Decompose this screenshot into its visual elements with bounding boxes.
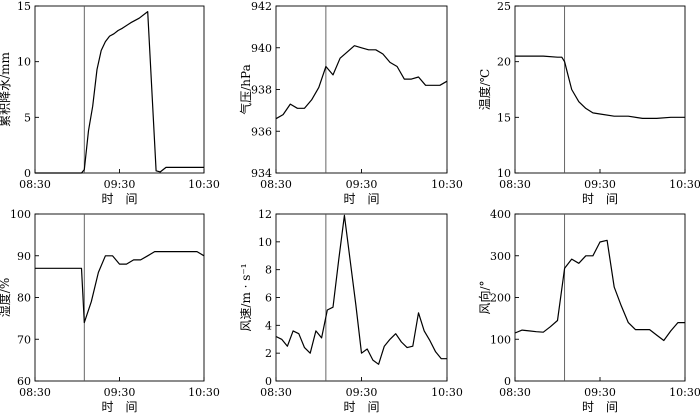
x-tick-label: 10:30 xyxy=(431,178,463,191)
y-tick-label: 100 xyxy=(10,208,31,221)
x-tick-label: 09:30 xyxy=(104,386,136,399)
chart-panel-3: 10 15 20 25 08:30 09:30 10:30 时 间 温度/℃ xyxy=(477,0,700,206)
series-line xyxy=(35,11,204,174)
y-tick-label: 100 xyxy=(490,333,511,346)
chart-panel-1: 0 5 10 15 08:30 09:30 10:30 时 间 累积降水/mm xyxy=(0,0,220,206)
plot-frame xyxy=(34,213,205,382)
y-axis-label: 风速/m · s⁻¹ xyxy=(239,263,253,331)
x-axis-label: 时 间 xyxy=(343,400,379,413)
y-axis-label: 温度/℃ xyxy=(477,69,492,110)
x-axis-label: 时 间 xyxy=(582,192,618,206)
y-tick-label: 90 xyxy=(17,250,31,263)
y-tick-label: 2 xyxy=(265,347,272,360)
y-axis-label: 风向/° xyxy=(477,280,492,314)
x-tick-label: 08:30 xyxy=(260,386,292,399)
x-tick-label: 08:30 xyxy=(19,386,51,399)
x-tick-label: 10:30 xyxy=(188,178,220,191)
y-tick-label: 300 xyxy=(490,250,511,263)
plot-frame xyxy=(514,213,686,382)
x-tick-label: 09:30 xyxy=(104,178,136,191)
y-tick-label: 938 xyxy=(251,84,272,97)
plot-frame xyxy=(514,5,686,174)
y-tick-label: 10 xyxy=(497,167,511,180)
series-line xyxy=(35,251,205,324)
x-tick-label: 09:30 xyxy=(584,178,616,191)
y-tick-label: 10 xyxy=(17,56,31,69)
y-tick-label: 934 xyxy=(251,167,272,180)
y-tick-label: 0 xyxy=(24,167,31,180)
plot-frame xyxy=(275,5,448,174)
y-tick-label: 4 xyxy=(265,319,272,332)
x-tick-label: 08:30 xyxy=(260,178,292,191)
y-tick-label: 0 xyxy=(265,375,272,388)
y-tick-label: 5 xyxy=(24,111,31,124)
y-tick-label: 12 xyxy=(258,208,272,221)
y-tick-label: 20 xyxy=(497,56,511,69)
x-tick-label: 08:30 xyxy=(19,178,51,191)
x-axis-label: 时 间 xyxy=(582,400,618,413)
x-axis-label: 时 间 xyxy=(101,192,137,206)
x-axis-label: 时 间 xyxy=(101,400,137,413)
series-line xyxy=(275,45,448,120)
y-axis-label: 湿度/% xyxy=(0,278,12,317)
x-tick-label: 09:30 xyxy=(584,386,616,399)
x-tick-label: 08:30 xyxy=(499,178,531,191)
chart-panel-6: 0 100 200 300 400 08:30 09:30 10:30 时 间 风向/° xyxy=(477,208,700,414)
y-tick-label: 15 xyxy=(17,0,31,13)
series-line xyxy=(514,239,685,342)
y-tick-label: 60 xyxy=(17,375,31,388)
x-tick-label: 10:30 xyxy=(188,386,220,399)
plot-frame xyxy=(275,213,448,382)
plot-frame xyxy=(34,5,205,174)
y-tick-label: 25 xyxy=(497,0,511,13)
y-tick-label: 6 xyxy=(265,292,272,305)
chart-panel-2: 934 936 938 940 942 08:30 09:30 10:30 时 间 气压/hPa xyxy=(238,0,463,206)
chart-panel-5: 0 2 4 6 8 10 12 08:30 09:30 10:30 时 间 风速/m · s⁻¹ xyxy=(239,208,463,414)
y-tick-label: 936 xyxy=(251,125,272,138)
y-tick-label: 8 xyxy=(265,264,272,277)
series-line xyxy=(275,214,447,365)
y-axis-label: 气压/hPa xyxy=(238,64,253,114)
x-axis-label: 时 间 xyxy=(343,192,379,206)
y-tick-label: 80 xyxy=(17,292,31,305)
series-line xyxy=(515,55,685,120)
y-tick-label: 200 xyxy=(490,292,511,305)
x-tick-label: 10:30 xyxy=(669,386,700,399)
x-tick-label: 09:30 xyxy=(346,386,378,399)
y-tick-label: 15 xyxy=(497,111,511,124)
x-tick-label: 09:30 xyxy=(346,178,378,191)
y-tick-label: 940 xyxy=(251,42,272,55)
y-tick-label: 10 xyxy=(258,236,272,249)
x-tick-label: 10:30 xyxy=(431,386,463,399)
y-axis-label: 累积降水/mm xyxy=(0,51,12,126)
x-tick-label: 10:30 xyxy=(669,178,700,191)
y-tick-label: 400 xyxy=(490,208,511,221)
y-tick-label: 70 xyxy=(17,333,31,346)
y-tick-label: 0 xyxy=(504,375,511,388)
chart-panel-4: 60 70 80 90 100 08:30 09:30 10:30 时 间 湿度/% xyxy=(0,208,220,414)
y-tick-label: 942 xyxy=(251,0,272,13)
x-tick-label: 08:30 xyxy=(499,386,531,399)
